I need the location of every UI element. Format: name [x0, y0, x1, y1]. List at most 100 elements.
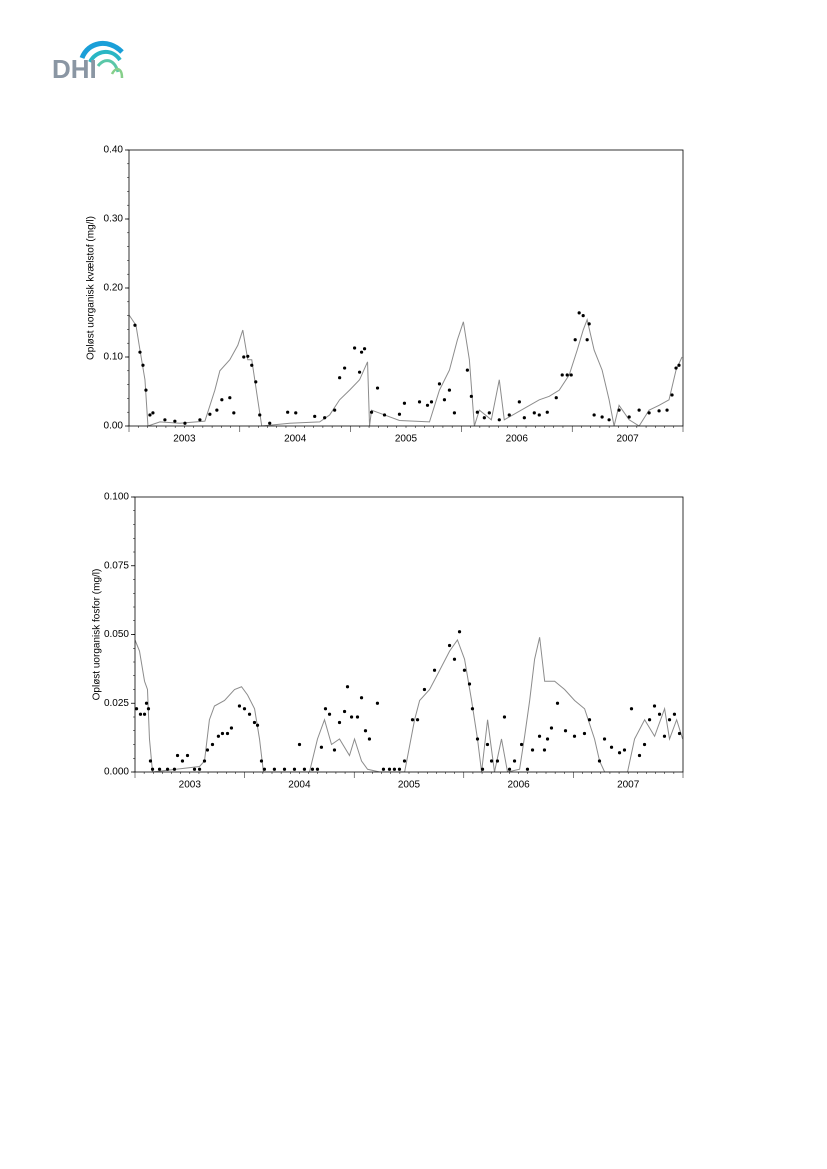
observation-point	[522, 416, 526, 420]
observation-point	[258, 413, 262, 417]
observation-point	[345, 685, 350, 689]
x-tick-label: 2003	[179, 780, 202, 791]
observation-point	[387, 767, 392, 771]
x-tick-label: 2003	[173, 434, 196, 445]
observation-point	[512, 759, 517, 763]
observation-point	[381, 767, 386, 771]
observation-point	[554, 396, 558, 400]
observation-point	[349, 715, 354, 719]
plot-frame	[134, 496, 684, 773]
observation-point	[627, 415, 631, 419]
observation-point	[629, 707, 634, 711]
observation-point	[197, 767, 202, 771]
observation-point	[563, 729, 568, 733]
observation-point	[332, 748, 337, 752]
logo-wave	[88, 50, 122, 64]
observation-point	[447, 643, 452, 648]
observation-point	[242, 355, 246, 359]
observation-point	[622, 748, 627, 752]
model-line	[135, 637, 683, 772]
observation-point	[363, 729, 368, 733]
observation-point	[142, 712, 147, 716]
observation-point	[670, 393, 674, 397]
observation-point	[232, 411, 236, 415]
observation-point	[447, 388, 452, 392]
y-tick-label: 0.050	[104, 629, 129, 640]
observation-point	[549, 726, 554, 730]
observation-point	[507, 767, 512, 771]
observation-point	[537, 734, 542, 738]
observation-point	[362, 347, 367, 351]
observation-point	[310, 767, 315, 771]
plot-frame	[128, 149, 684, 427]
observation-point	[359, 696, 364, 700]
observation-point	[228, 396, 232, 400]
observation-point	[192, 767, 197, 771]
observation-point	[487, 411, 491, 415]
observation-point	[517, 400, 521, 404]
observation-point	[392, 767, 397, 771]
observation-point	[343, 366, 347, 370]
observation-point	[220, 398, 224, 402]
y-tick-label: 0.000	[104, 767, 129, 778]
observation-point	[268, 421, 272, 425]
observation-point	[667, 718, 672, 722]
observation-point	[315, 767, 320, 771]
y-tick-label: 0.40	[104, 145, 124, 156]
observation-point	[469, 394, 473, 398]
observation-point	[537, 413, 541, 417]
observation-point	[432, 668, 437, 672]
observation-point	[359, 350, 364, 354]
observation-point	[410, 718, 415, 722]
observation-point	[173, 419, 177, 423]
observation-point	[367, 737, 372, 741]
observation-point	[327, 712, 332, 716]
logo-text: DHI	[52, 54, 97, 84]
observation-point	[647, 411, 651, 415]
observation-point	[319, 745, 324, 749]
observation-point	[577, 311, 581, 315]
y-tick-label: 0.30	[104, 214, 124, 225]
observation-point	[134, 707, 139, 711]
observation-point	[198, 418, 202, 422]
observation-point	[587, 322, 591, 326]
observation-point	[637, 753, 642, 758]
observation-point	[250, 363, 254, 367]
observation-point	[565, 373, 569, 377]
observation-point	[495, 759, 500, 763]
y-tick-label: 0.20	[104, 283, 124, 294]
observation-point	[375, 386, 380, 390]
observation-point	[382, 413, 387, 417]
observation-point	[452, 411, 457, 415]
observation-point	[532, 411, 536, 415]
observation-point	[642, 742, 647, 747]
x-tick-label: 2005	[395, 434, 418, 445]
observation-point	[475, 410, 479, 414]
observation-point	[216, 734, 221, 738]
observation-point	[237, 704, 242, 708]
observation-point	[163, 418, 167, 422]
observation-point	[180, 759, 185, 763]
observation-point	[437, 382, 442, 386]
observation-point	[150, 767, 155, 771]
observation-point	[587, 718, 592, 722]
observation-point	[530, 748, 535, 752]
observation-point	[665, 408, 669, 412]
logo: DHI	[52, 41, 124, 84]
observation-point	[467, 682, 472, 686]
observation-point	[144, 388, 148, 392]
observation-point	[355, 715, 360, 719]
observation-point	[617, 751, 622, 755]
observation-point	[337, 720, 342, 725]
observation-point	[141, 363, 145, 367]
observation-point	[482, 416, 486, 420]
observation-point	[333, 408, 337, 412]
observation-point	[497, 418, 501, 422]
observation-point	[417, 400, 422, 404]
observation-point	[569, 373, 573, 377]
observation-point	[662, 734, 667, 738]
observation-point	[572, 734, 577, 738]
observation-point	[229, 726, 234, 730]
observation-point	[422, 687, 427, 692]
